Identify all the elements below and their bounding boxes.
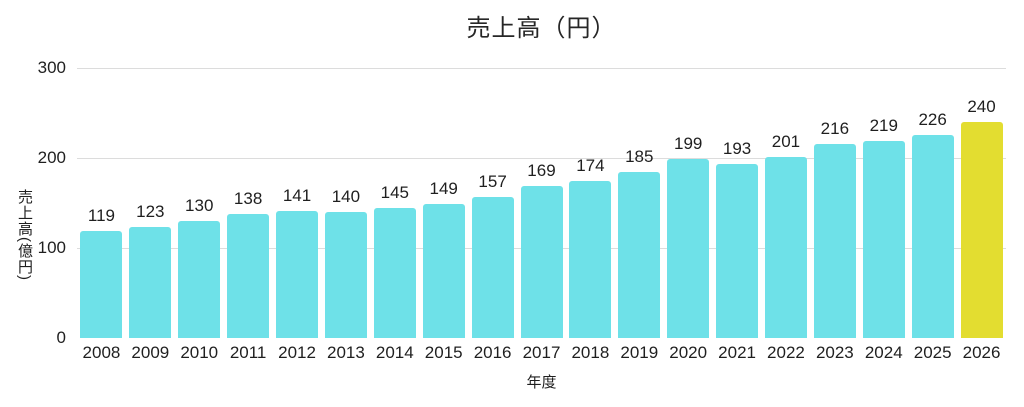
x-tick-2018: 2018 [571, 343, 610, 362]
bar-2021 [716, 164, 759, 338]
x-tick-2022: 2022 [767, 343, 805, 362]
bar-value-2013: 140 [331, 187, 361, 206]
bar-2019 [618, 171, 661, 338]
bar-value-2016: 157 [478, 171, 507, 191]
y-tick-0: 0 [56, 328, 66, 347]
y-tick-100: 100 [37, 238, 66, 257]
x-tick-2016: 2016 [473, 343, 512, 362]
bar-2010 [178, 221, 221, 338]
x-tick-2010: 2010 [180, 343, 219, 362]
x-tick-2008: 2008 [82, 343, 121, 362]
x-tick-2014: 2014 [375, 343, 414, 362]
bar-value-2014: 145 [380, 182, 409, 202]
x-axis-label: 年度 [526, 374, 557, 391]
bar-value-2024: 219 [869, 115, 898, 135]
bar-2012 [276, 211, 319, 338]
bar-value-2017: 169 [527, 160, 556, 180]
x-tick-2026: 2026 [962, 343, 1001, 362]
y-axis-label: 売上高(億円) [16, 189, 33, 281]
bar-2017 [520, 185, 563, 338]
bar-2009 [129, 227, 172, 338]
bar-value-2019: 185 [625, 146, 654, 166]
x-tick-2011: 2011 [229, 343, 267, 362]
x-tick-2024: 2024 [864, 343, 903, 362]
bar-value-2018: 174 [576, 156, 605, 176]
bar-2008 [80, 230, 123, 338]
bar-2011 [227, 213, 270, 338]
bar-value-2026: 240 [967, 97, 996, 116]
bar-value-2022: 201 [771, 132, 801, 152]
bar-value-2011: 138 [233, 188, 263, 208]
bar-2015 [422, 203, 465, 338]
bar-value-2020: 199 [673, 133, 703, 153]
x-tick-2020: 2020 [669, 343, 708, 362]
x-tick-2012: 2012 [278, 343, 316, 362]
bar-2018 [569, 181, 612, 338]
plot-area: 119 123 130 138 141 140 145 149 157 169 174 185 199 1… [77, 68, 1006, 338]
bar-value-2021: 193 [722, 139, 752, 159]
x-tick-2017: 2017 [522, 343, 561, 362]
bar-2024 [862, 140, 905, 338]
bar-2016 [471, 196, 514, 338]
bar-value-2010: 130 [185, 196, 214, 215]
bar-value-2009: 123 [136, 202, 165, 222]
x-tick-2015: 2015 [424, 343, 463, 362]
bar-value-2012: 141 [282, 186, 312, 206]
bar-2020 [667, 158, 710, 338]
x-tick-2009: 2009 [131, 343, 170, 362]
bar-2013 [324, 212, 367, 338]
x-tick-2023: 2023 [815, 343, 854, 362]
bar-2022 [764, 157, 807, 338]
x-tick-2025: 2025 [913, 343, 952, 362]
bar-2014 [373, 207, 416, 338]
chart-title: 売上高（円） [466, 15, 617, 42]
bar-value-2008: 119 [87, 205, 115, 225]
x-tick-2021: 2021 [718, 343, 756, 362]
bar-2025 [911, 134, 954, 338]
gridline-200 [77, 158, 1006, 159]
y-tick-200: 200 [37, 148, 66, 167]
bar-2023 [813, 143, 856, 338]
y-tick-300: 300 [37, 58, 66, 77]
x-tick-2019: 2019 [620, 343, 659, 362]
bar-value-2023: 216 [820, 118, 850, 138]
bar-2026 [960, 122, 1003, 338]
bar-value-2015: 149 [429, 178, 458, 198]
gridline-300 [77, 68, 1006, 69]
bar-value-2025: 226 [918, 109, 947, 129]
x-tick-2013: 2013 [327, 343, 365, 362]
